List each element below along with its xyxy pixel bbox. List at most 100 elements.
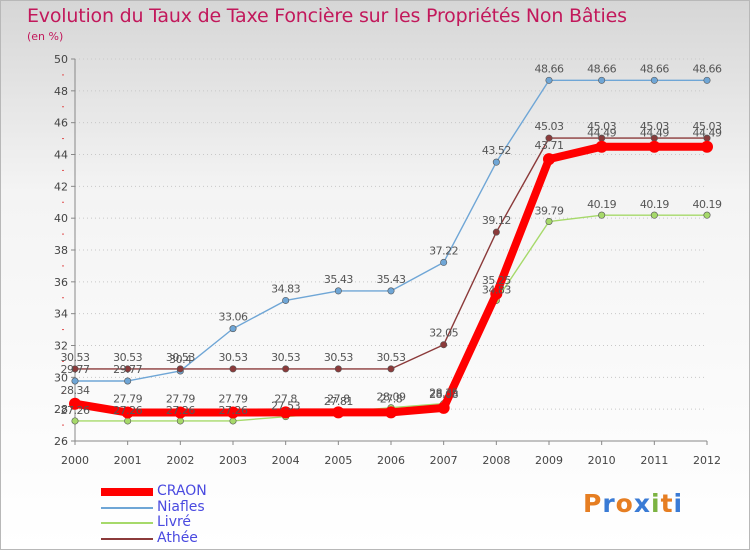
data-point: [598, 211, 606, 219]
y-tick-label: 44: [54, 149, 68, 162]
data-label: 27.26: [219, 404, 248, 417]
data-label: 40.19: [640, 198, 669, 211]
data-point: [229, 325, 237, 333]
data-label: 28.09: [377, 391, 406, 404]
data-point: [545, 218, 553, 226]
legend-label-athee: Athée: [157, 529, 198, 546]
data-point: [385, 406, 397, 419]
data-label: 27.8: [327, 392, 350, 405]
series-craon: [69, 140, 713, 419]
data-point: [227, 406, 239, 419]
data-point: [545, 134, 553, 142]
data-point: [71, 417, 79, 425]
x-tick-label: 2008: [482, 454, 510, 467]
series-line: [74, 137, 708, 370]
y-tick-label: 30: [54, 371, 68, 384]
data-point: [174, 406, 187, 419]
x-tick-label: 2004: [272, 454, 300, 467]
data-point: [334, 365, 342, 373]
data-label: 30.53: [377, 351, 406, 364]
data-point: [437, 401, 450, 414]
data-label: 39.12: [482, 214, 511, 227]
x-tick-label: 2001: [114, 454, 142, 467]
data-label: 44.49: [640, 127, 669, 140]
data-label: 40.19: [587, 198, 616, 211]
data-label: 30.4: [169, 353, 192, 366]
data-label: 30.53: [113, 351, 142, 364]
data-point: [387, 365, 395, 373]
data-point: [492, 158, 500, 166]
legend-swatch-athee: [101, 537, 153, 540]
y-tick-label: 26: [54, 435, 68, 448]
data-point: [545, 76, 553, 84]
data-point: [282, 296, 290, 304]
data-point: [648, 140, 661, 153]
data-label: 32.05: [429, 327, 458, 340]
data-label: 30.53: [219, 351, 248, 364]
data-label: 30.53: [271, 351, 300, 364]
data-label: 27.79: [113, 393, 142, 406]
data-label: 34.83: [482, 283, 511, 296]
legend-label-craon: CRAON: [157, 483, 207, 499]
x-tick-label: 2000: [61, 454, 89, 467]
data-label: 39.79: [535, 205, 564, 218]
y-tick-label: 32: [54, 340, 68, 353]
legend-swatch-livre: [101, 522, 153, 524]
data-point: [124, 377, 132, 385]
data-label: 34.83: [271, 282, 300, 295]
data-label: 44.49: [587, 127, 616, 140]
data-label: 27.53: [271, 400, 300, 413]
x-tick-label: 2012: [693, 454, 721, 467]
data-label: 29.77: [113, 363, 142, 376]
data-label: 30.53: [166, 351, 195, 364]
logo-letter: i: [673, 489, 684, 518]
chart-title: Evolution du Taux de Taxe Foncière sur l…: [27, 5, 627, 27]
y-tick-label: 48: [54, 85, 68, 98]
y-tick-label: 40: [54, 212, 68, 225]
data-label: 35.25: [482, 274, 511, 287]
data-label: 30.53: [324, 351, 353, 364]
data-point: [176, 365, 184, 373]
data-point: [121, 406, 134, 419]
legend-swatch-niafles: [101, 506, 153, 509]
data-label: 27.26: [113, 404, 142, 417]
logo-letter: r: [602, 489, 616, 518]
y-tick-label: 28: [54, 403, 68, 416]
data-label: 43.71: [535, 139, 564, 152]
logo-letter: P: [583, 489, 603, 518]
logo-letter: x: [633, 489, 651, 518]
data-label: 27.81: [324, 395, 353, 408]
y-tick-label: 36: [54, 276, 68, 289]
legend-swatch-craon: [101, 488, 153, 496]
data-label: 48.66: [693, 62, 722, 75]
data-label: 27.26: [166, 404, 195, 417]
x-tick-label: 2005: [324, 454, 352, 467]
data-label: 28.34: [61, 384, 90, 397]
data-point: [124, 417, 132, 425]
data-point: [69, 397, 81, 410]
data-point: [703, 76, 711, 84]
data-label: 28.35: [429, 387, 458, 400]
y-tick-label: 34: [54, 308, 68, 321]
data-point: [334, 287, 342, 295]
data-point: [492, 228, 500, 236]
data-label: 28.08: [429, 388, 458, 401]
data-point: [543, 153, 555, 166]
data-point: [701, 140, 713, 153]
data-point: [71, 365, 79, 373]
data-label: 27.26: [61, 404, 90, 417]
legend-label-livre: Livré: [157, 514, 192, 530]
data-label: 43.52: [482, 144, 511, 157]
data-label: 27.8: [380, 392, 403, 405]
data-label: 48.66: [640, 62, 669, 75]
x-tick-label: 2009: [535, 454, 563, 467]
data-label: 40.19: [693, 198, 722, 211]
data-point: [229, 417, 237, 425]
data-label: 35.43: [377, 273, 406, 286]
data-label: 48.66: [587, 62, 616, 75]
x-tick-label: 2003: [219, 454, 247, 467]
unit-label: (en %): [27, 30, 64, 43]
x-tick-label: 2002: [166, 454, 194, 467]
data-label: 29.77: [61, 363, 90, 376]
